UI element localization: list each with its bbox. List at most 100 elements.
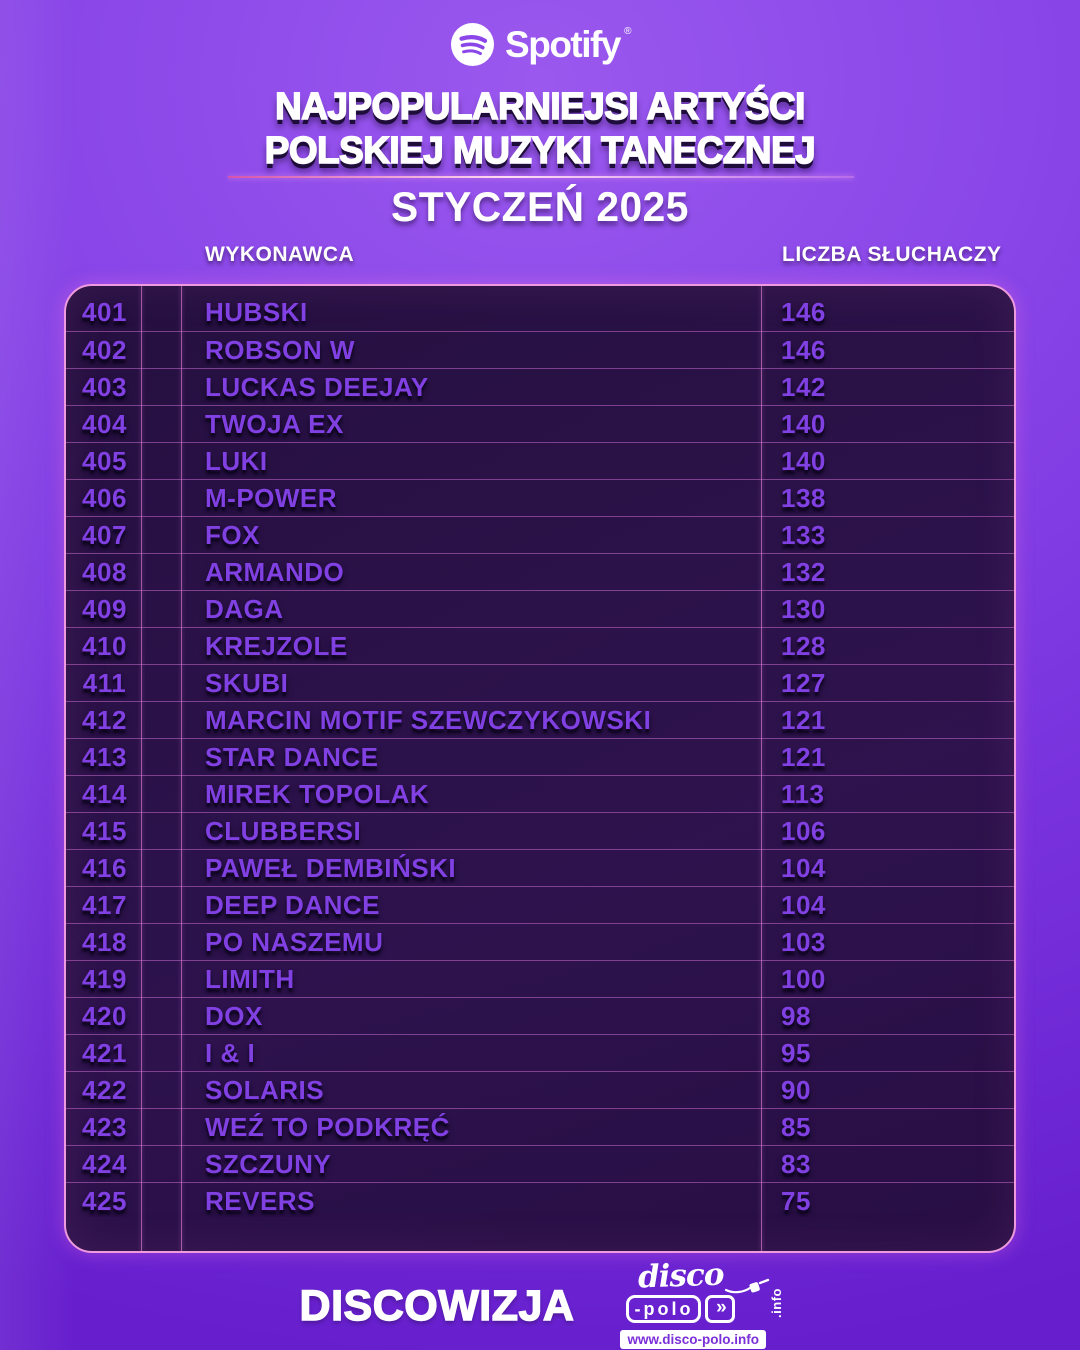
column-header-listeners: LICZBA SŁUCHACZY <box>782 243 1002 266</box>
table-row: 417 DEEP DANCE 104 <box>66 886 1014 923</box>
chevrons-icon: » <box>705 1295 736 1323</box>
disco-polo-url: www.disco-polo.info <box>620 1330 766 1349</box>
table-row: 409 DAGA 130 <box>66 590 1014 627</box>
table-row: 407 FOX 133 <box>66 516 1014 553</box>
listeners-cell: 104 <box>781 889 826 920</box>
artist-cell: SKUBI <box>205 667 289 698</box>
listeners-cell: 83 <box>781 1148 811 1179</box>
listeners-cell: 98 <box>781 1000 811 1031</box>
artist-cell: M-POWER <box>205 482 338 513</box>
table-row: 423 WEŹ TO PODKRĘĆ 85 <box>66 1108 1014 1145</box>
artist-cell: PO NASZEMU <box>205 926 384 957</box>
grid-line-vertical <box>181 286 182 1251</box>
polo-box: -polo <box>626 1295 702 1323</box>
artist-cell: REVERS <box>205 1185 315 1216</box>
table-row: 411 SKUBI 127 <box>66 664 1014 701</box>
table-row: 419 LIMITH 100 <box>66 960 1014 997</box>
listeners-cell: 121 <box>781 704 826 735</box>
listeners-cell: 140 <box>781 445 826 476</box>
rank-cell: 410 <box>82 630 127 661</box>
grid-line-vertical <box>141 286 142 1251</box>
column-header-artist: WYKONAWCA <box>205 243 355 266</box>
listeners-cell: 113 <box>781 778 825 809</box>
listeners-cell: 128 <box>781 630 826 661</box>
table-row: 413 STAR DANCE 121 <box>66 738 1014 775</box>
listeners-cell: 103 <box>781 926 826 957</box>
page-title-line1: NAJPOPULARNIEJSI ARTYŚCI <box>274 85 806 129</box>
table-row: 424 SZCZUNY 83 <box>66 1145 1014 1182</box>
table-row: 402 ROBSON W 146 <box>66 331 1014 368</box>
artist-cell: LUCKAS DEEJAY <box>205 371 429 402</box>
table-row: 425 REVERS 75 <box>66 1182 1014 1219</box>
artist-cell: LIMITH <box>205 963 295 994</box>
rank-cell: 422 <box>82 1074 127 1105</box>
artist-cell: MARCIN MOTIF SZEWCZYKOWSKI <box>205 704 652 735</box>
listeners-cell: 142 <box>781 371 826 402</box>
rank-cell: 414 <box>82 778 127 809</box>
listeners-cell: 140 <box>781 408 826 439</box>
listeners-cell: 146 <box>781 297 826 327</box>
table-row: 414 MIREK TOPOLAK 113 <box>66 775 1014 812</box>
artist-cell: LUKI <box>205 445 268 476</box>
rank-cell: 408 <box>82 556 127 587</box>
listeners-cell: 130 <box>781 593 826 624</box>
table-row: 422 SOLARIS 90 <box>66 1071 1014 1108</box>
artist-cell: KREJZOLE <box>205 630 348 661</box>
artist-cell: ROBSON W <box>205 334 355 365</box>
artist-cell: MIREK TOPOLAK <box>205 778 430 809</box>
artist-cell: DEEP DANCE <box>205 889 381 920</box>
rank-cell: 413 <box>82 741 127 772</box>
listeners-cell: 133 <box>781 519 826 550</box>
table-row: 403 LUCKAS DEEJAY 142 <box>66 368 1014 405</box>
listeners-cell: 95 <box>781 1037 811 1068</box>
ranking-table: 401 HUBSKI 146 402 ROBSON W 146 403 LUCKAS DEEJ… <box>64 284 1016 1253</box>
listeners-cell: 75 <box>781 1185 811 1216</box>
rank-cell: 416 <box>82 852 127 883</box>
rank-cell: 420 <box>82 1000 127 1031</box>
page-subtitle: STYCZEŃ 2025 <box>391 183 689 230</box>
plug-cable-icon <box>724 1276 772 1303</box>
artist-cell: DOX <box>205 1000 263 1031</box>
rank-cell: 401 <box>82 297 127 327</box>
artist-cell: TWOJA EX <box>205 408 344 439</box>
info-vertical-text: .info <box>769 1288 785 1318</box>
table-row: 421 I & I 95 <box>66 1034 1014 1071</box>
table-row: 418 PO NASZEMU 103 <box>66 923 1014 960</box>
title-divider <box>228 176 854 178</box>
artist-cell: SOLARIS <box>205 1074 325 1105</box>
listeners-cell: 138 <box>781 482 826 513</box>
registered-trademark: ® <box>624 25 631 37</box>
rank-cell: 417 <box>82 889 127 920</box>
table-row: 420 DOX 98 <box>66 997 1014 1034</box>
spotify-brand: Spotify ® <box>0 22 1080 67</box>
table-row: 406 M-POWER 138 <box>66 479 1014 516</box>
disco-polo-badge: -polo » <box>626 1295 736 1323</box>
table-rows: 401 HUBSKI 146 402 ROBSON W 146 403 LUCKAS DEEJ… <box>66 294 1014 1243</box>
rank-cell: 405 <box>82 445 127 476</box>
listeners-cell: 106 <box>781 815 826 846</box>
table-row: 405 LUKI 140 <box>66 442 1014 479</box>
artist-cell: PAWEŁ DEMBIŃSKI <box>205 852 457 883</box>
table-row: 408 ARMANDO 132 <box>66 553 1014 590</box>
footer: DISCOWIZJA disco -polo » .info www.disco… <box>0 1257 1080 1350</box>
page-title-line2: POLSKIEJ MUZYKI TANECZNEJ <box>264 129 816 173</box>
discowizja-wordmark: DISCOWIZJA <box>299 1281 575 1330</box>
artist-cell: CLUBBERSI <box>205 815 362 846</box>
table-row: 416 PAWEŁ DEMBIŃSKI 104 <box>66 849 1014 886</box>
artist-cell: SZCZUNY <box>205 1148 332 1179</box>
rank-cell: 407 <box>82 519 127 550</box>
table-row: 401 HUBSKI 146 <box>66 294 1014 331</box>
artist-cell: FOX <box>205 519 260 550</box>
rank-cell: 425 <box>82 1185 127 1216</box>
listeners-cell: 121 <box>781 741 826 772</box>
artist-cell: HUBSKI <box>205 297 308 327</box>
rank-cell: 419 <box>82 963 127 994</box>
table-row: 412 MARCIN MOTIF SZEWCZYKOWSKI 121 <box>66 701 1014 738</box>
disco-polo-logo: disco -polo » .info www.disco-polo.info <box>620 1257 784 1350</box>
artist-cell: ARMANDO <box>205 556 345 587</box>
table-row: 410 KREJZOLE 128 <box>66 627 1014 664</box>
rank-cell: 423 <box>82 1111 127 1142</box>
listeners-cell: 100 <box>781 963 826 994</box>
rank-cell: 409 <box>82 593 127 624</box>
artist-cell: I & I <box>205 1037 256 1068</box>
